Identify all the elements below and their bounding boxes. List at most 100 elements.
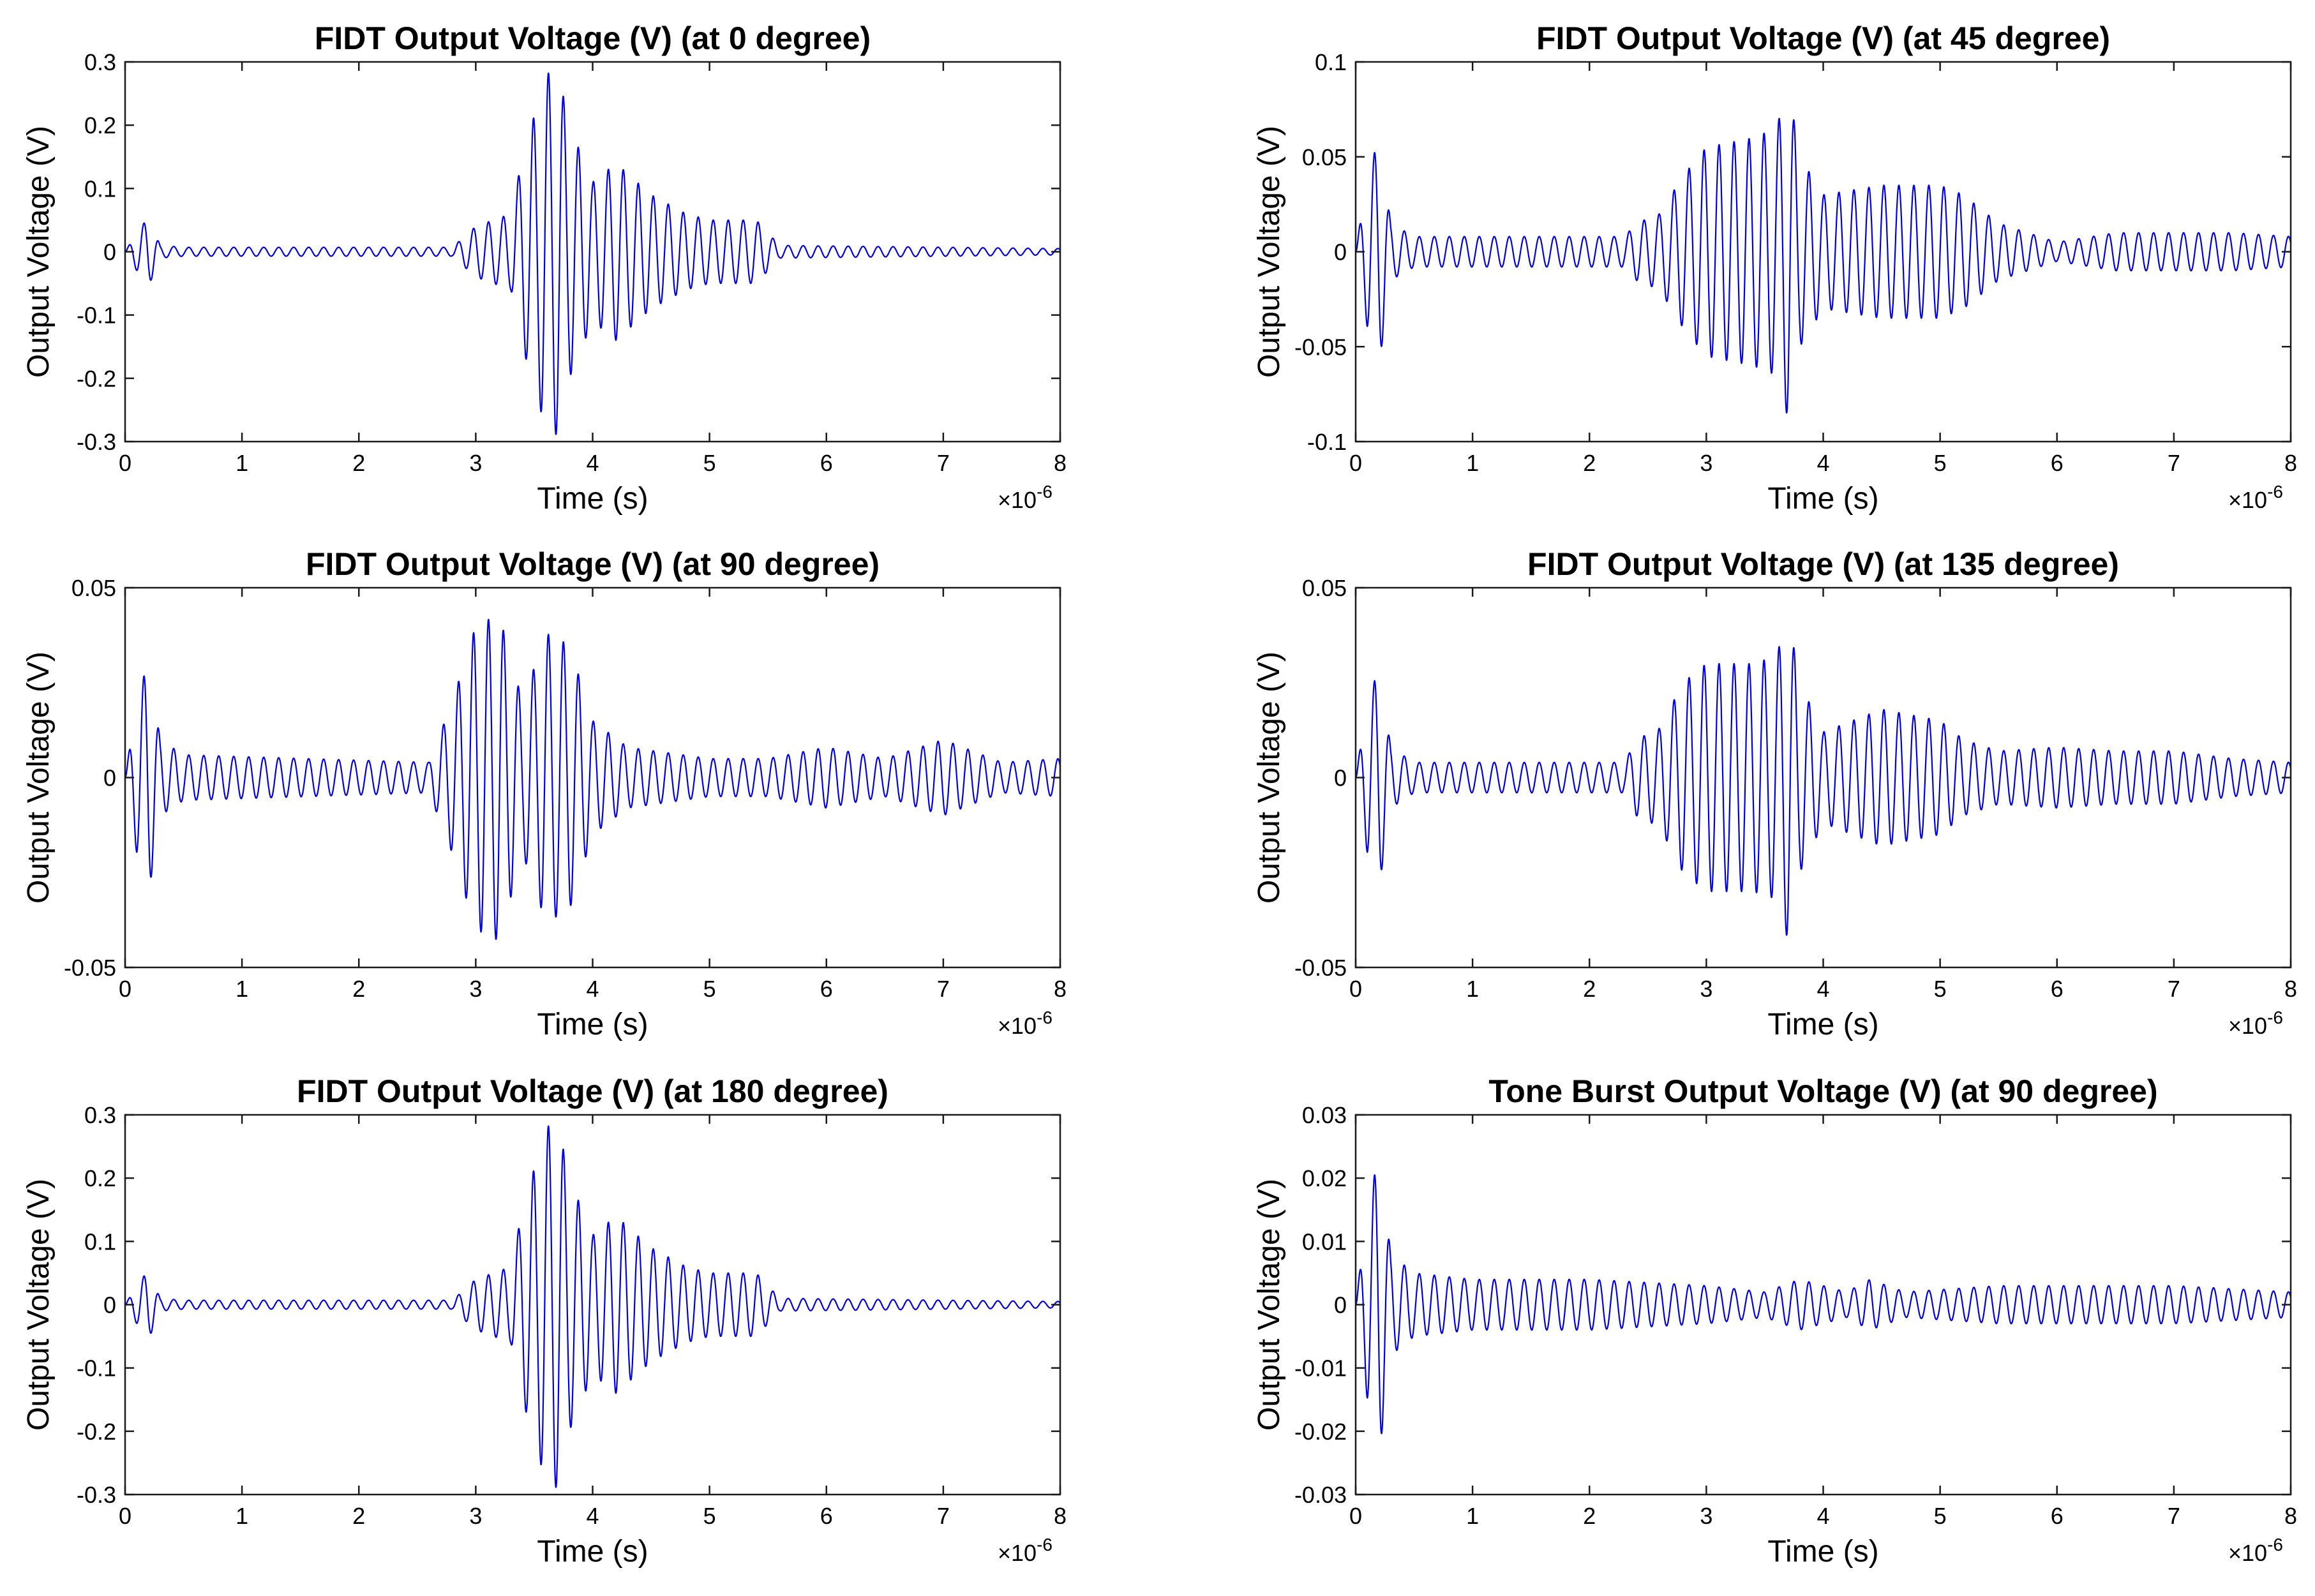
y-tick-label: 0 [1334, 239, 1347, 265]
x-tick-label: 2 [352, 976, 365, 1002]
y-tick-label: -0.03 [1294, 1482, 1347, 1508]
voltage-trace [1355, 117, 2292, 414]
x-tick-label: 8 [1054, 1503, 1067, 1529]
x-exponent-power: -6 [2267, 1008, 2283, 1027]
y-tick-label: -0.2 [77, 1419, 116, 1445]
x-exponent-base: ×10 [2228, 1013, 2267, 1039]
x-tick-label: 5 [703, 976, 716, 1002]
x-tick-label: 0 [1349, 1503, 1362, 1529]
voltage-trace [1355, 646, 2292, 936]
x-tick-label: 1 [236, 976, 248, 1002]
x-tick-label: 4 [586, 976, 599, 1002]
x-tick-label: 4 [586, 1503, 599, 1529]
x-tick-label: 0 [1349, 976, 1362, 1002]
x-exponent-label: ×10-6 [2228, 1535, 2283, 1566]
x-tick-label: 3 [469, 450, 482, 476]
y-tick-label: 0 [1334, 1292, 1347, 1318]
y-tick-label: 0.1 [1315, 49, 1347, 75]
y-axis-label: Output Voltage (V) [22, 1179, 56, 1431]
y-tick-label: -0.2 [77, 366, 116, 392]
y-tick-label: 0.05 [1302, 144, 1347, 170]
x-tick-label: 8 [1054, 976, 1067, 1002]
y-tick-label: -0.05 [1294, 334, 1347, 360]
y-tick-label: 0.3 [84, 49, 116, 75]
subplot-6: 0 1 2 3 4 5 6 7 8 -0.03 -0.02 -0.01 0 0.01 0.02 0.03 Ton… [1252, 1073, 2297, 1569]
y-tick-label: -0.3 [77, 1482, 116, 1508]
y-tick-label: 0.1 [84, 175, 116, 202]
x-tick-label: 3 [1700, 976, 1712, 1002]
x-tick-label: 7 [2168, 450, 2180, 476]
plot-title: Tone Burst Output Voltage (V) (at 90 deg… [1488, 1073, 2157, 1109]
x-tick-label: 7 [937, 976, 950, 1002]
y-tick-label: 0 [103, 239, 116, 265]
y-tick-label: -0.01 [1294, 1355, 1347, 1382]
y-tick-label: -0.1 [1307, 429, 1347, 455]
y-tick-label: 0.3 [84, 1102, 116, 1128]
x-tick-label: 3 [469, 976, 482, 1002]
x-tick-label: 8 [2284, 450, 2297, 476]
x-tick-label: 7 [937, 450, 950, 476]
y-tick-label: 0.2 [84, 112, 116, 138]
y-tick-label: 0.05 [1302, 575, 1347, 601]
x-tick-label: 4 [586, 450, 599, 476]
x-exponent-label: ×10-6 [998, 1535, 1053, 1566]
x-tick-label: 2 [352, 1503, 365, 1529]
x-exponent-base: ×10 [2228, 1540, 2267, 1566]
x-tick-label: 3 [469, 1503, 482, 1529]
x-tick-label: 1 [1466, 976, 1479, 1002]
y-tick-label: 0.01 [1302, 1228, 1347, 1255]
voltage-trace [124, 72, 1061, 435]
subplot-1: 0 1 2 3 4 5 6 7 8 -0.3 -0.2 -0.1 0 0.1 0.2 0.3 FIDT Outp… [22, 20, 1067, 516]
x-tick-label: 0 [119, 1503, 131, 1529]
x-exponent-label: ×10-6 [2228, 482, 2283, 513]
x-tick-label: 6 [2051, 450, 2064, 476]
x-tick-label: 0 [119, 976, 131, 1002]
plot-title: FIDT Output Voltage (V) (at 45 degree) [1536, 20, 2110, 56]
y-axis-label: Output Voltage (V) [1252, 652, 1286, 904]
x-tick-label: 1 [1466, 1503, 1479, 1529]
x-axis-label: Time (s) [1767, 1535, 1878, 1569]
x-tick-label: 3 [1700, 1503, 1712, 1529]
x-exponent-base: ×10 [998, 487, 1037, 513]
x-exponent-label: ×10-6 [998, 1008, 1053, 1039]
y-tick-label: -0.02 [1294, 1419, 1347, 1445]
x-exponent-power: -6 [1037, 482, 1053, 502]
x-tick-label: 0 [119, 450, 131, 476]
x-tick-label: 6 [2051, 976, 2064, 1002]
x-tick-label: 2 [1583, 1503, 1596, 1529]
y-tick-label: 0.2 [84, 1165, 116, 1191]
x-tick-label: 8 [2284, 1503, 2297, 1529]
x-exponent-power: -6 [1037, 1008, 1053, 1027]
y-tick-label: -0.1 [77, 1355, 116, 1382]
x-axis-label: Time (s) [1767, 1008, 1878, 1041]
x-tick-label: 6 [2051, 1503, 2064, 1529]
x-tick-label: 2 [1583, 450, 1596, 476]
y-axis-label: Output Voltage (V) [1252, 1179, 1286, 1431]
x-axis-label: Time (s) [537, 1008, 648, 1041]
x-tick-label: 6 [820, 976, 833, 1002]
x-tick-label: 4 [1817, 1503, 1829, 1529]
voltage-trace [1355, 1174, 2292, 1435]
plot-title: FIDT Output Voltage (V) (at 180 degree) [297, 1073, 888, 1109]
x-exponent-power: -6 [1037, 1535, 1053, 1555]
x-tick-label: 5 [1934, 450, 1947, 476]
subplot-2: 0 1 2 3 4 5 6 7 8 -0.1 -0.05 0 0.05 0.1 FIDT Output Vo… [1252, 20, 2297, 516]
y-tick-label: 0.05 [71, 575, 116, 601]
x-exponent-label: ×10-6 [998, 482, 1053, 513]
x-exponent-base: ×10 [2228, 487, 2267, 513]
x-tick-label: 1 [1466, 450, 1479, 476]
x-tick-label: 2 [1583, 976, 1596, 1002]
x-tick-label: 8 [2284, 976, 2297, 1002]
y-tick-label: 0.03 [1302, 1102, 1347, 1128]
x-exponent-power: -6 [2267, 1535, 2283, 1555]
y-tick-label: 0.1 [84, 1228, 116, 1255]
y-axis-label: Output Voltage (V) [1252, 126, 1286, 378]
x-exponent-base: ×10 [998, 1013, 1037, 1039]
x-tick-label: 4 [1817, 450, 1829, 476]
y-tick-label: -0.05 [1294, 955, 1347, 981]
x-tick-label: 6 [820, 450, 833, 476]
x-tick-label: 7 [937, 1503, 950, 1529]
x-exponent-label: ×10-6 [2228, 1008, 2283, 1039]
y-tick-label: 0 [103, 765, 116, 791]
